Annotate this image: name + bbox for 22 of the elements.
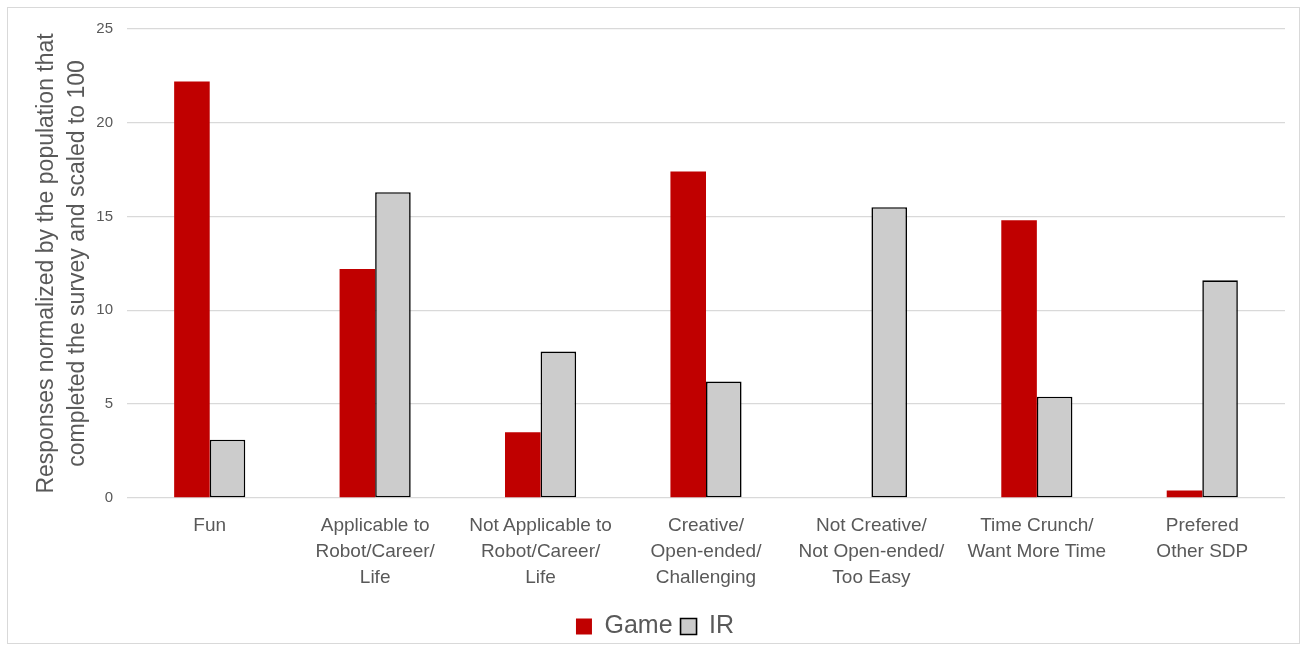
y-tick-label: 0 [104,488,113,506]
y-tick-label: 10 [96,300,113,318]
bar [505,432,541,498]
legend-label: Game [604,610,673,639]
x-tick-label: Prefered Other SDP [1156,514,1249,562]
x-tick-label: Not Creative/ Not Open-ended/ Too Easy [798,514,946,588]
bar [670,171,706,498]
bar [1166,490,1203,498]
bar [1001,220,1037,498]
bar [339,269,376,498]
y-tick-label: 25 [96,19,113,37]
x-tick-label: Creative/ Open-ended/ Challenging [650,514,763,588]
x-tick-label: Time Crunch/ Want More Time [967,514,1107,562]
y-tick-label: 20 [96,112,113,130]
y-tick-label: 5 [104,394,113,412]
y-axis-title: Responses normalized by the population that completed the survey and scaled to 100 [31,32,89,494]
x-tick-label: Applicable to Robot/Career/ Life [315,514,436,588]
legend-label: IR [709,610,735,639]
x-tick-label: Not Applicable to Robot/Career/ Life [469,514,612,588]
y-tick-label: 15 [96,206,113,224]
x-tick-label: Fun [193,514,227,536]
bar [174,81,210,498]
